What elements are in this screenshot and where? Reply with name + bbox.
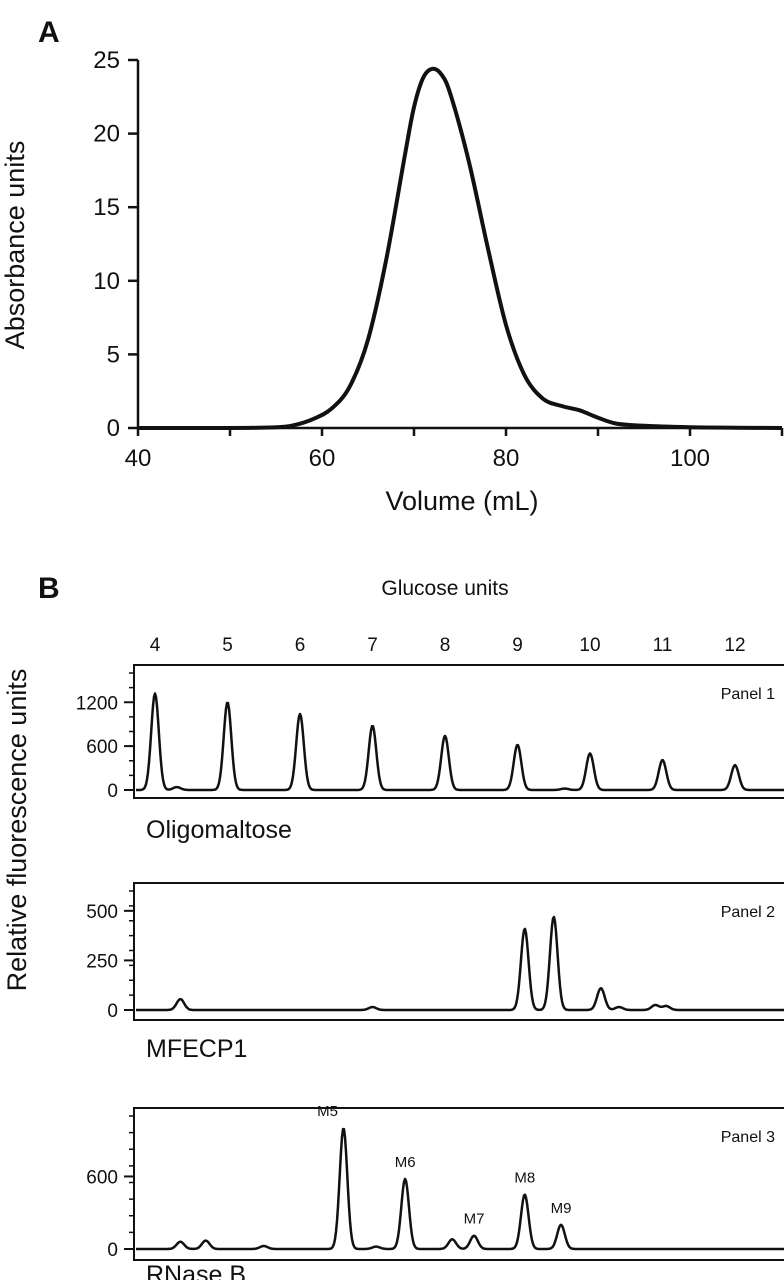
peak-point bbox=[600, 987, 602, 989]
glucose-unit-tick-label: 12 bbox=[724, 635, 745, 656]
subpanel-y-tick-label: 0 bbox=[107, 1240, 118, 1261]
subpanel-trace bbox=[135, 915, 784, 1012]
peak-point bbox=[372, 1006, 374, 1008]
peak-point bbox=[404, 1178, 406, 1180]
subpanel-title: Panel 1 bbox=[721, 686, 775, 703]
subpanel-y-tick-label: 600 bbox=[86, 1167, 118, 1188]
subpanel-2: 0 250 500 Panel 2 MFECP1 bbox=[86, 882, 784, 1063]
panel-b-ylabel: Relative fluorescence units bbox=[2, 669, 32, 992]
peak-point bbox=[524, 1194, 526, 1196]
panel-a-y-tick-label: 25 bbox=[93, 47, 120, 74]
peak-point bbox=[179, 998, 181, 1000]
peak-point bbox=[299, 713, 301, 715]
peak-point bbox=[734, 764, 736, 766]
glucose-units-title: Glucose units bbox=[381, 577, 508, 600]
subpanel-y-tick-label: 0 bbox=[107, 1001, 118, 1022]
subpanel-y-tick-label: 1200 bbox=[76, 693, 118, 714]
peak-point bbox=[618, 1006, 620, 1008]
peak-point bbox=[665, 1005, 667, 1007]
panel-b-label: B bbox=[38, 572, 60, 605]
panel-a-y-tick-label: 10 bbox=[93, 268, 120, 295]
glucose-unit-ticks: 4 5 6 7 8 9 10 11 12 bbox=[150, 635, 746, 656]
peak-point bbox=[564, 788, 566, 790]
peak-point bbox=[517, 744, 519, 746]
subpanel-y-tick-label: 0 bbox=[107, 781, 118, 802]
subpanel-sample-label: MFECP1 bbox=[146, 1035, 247, 1063]
peak-point bbox=[154, 692, 156, 694]
subpanel-title: Panel 2 bbox=[721, 904, 775, 921]
subpanel-frame bbox=[133, 1107, 784, 1261]
panel-a-ylabel: Absorbance units bbox=[0, 141, 30, 350]
peak-point bbox=[176, 786, 178, 788]
subpanel-trace bbox=[135, 1127, 784, 1251]
peak-label: M7 bbox=[464, 1211, 485, 1228]
panel-a-y-tick-label: 0 bbox=[107, 415, 120, 442]
subpanel-3: 0 600 Panel 3 RNase B M5 M6 M7 M8 M9 bbox=[86, 1103, 784, 1280]
peak-point bbox=[227, 701, 229, 703]
peak-point bbox=[375, 1246, 377, 1248]
panel-a-series-line bbox=[137, 66, 783, 431]
panel-a-x-tick-label: 100 bbox=[670, 445, 710, 472]
peak-point bbox=[451, 1238, 453, 1240]
peak-label: M8 bbox=[514, 1170, 535, 1187]
panel-a-y-tick-label: 5 bbox=[107, 341, 120, 368]
subpanel-title: Panel 3 bbox=[721, 1129, 775, 1146]
subpanel-y-tick-label: 250 bbox=[86, 951, 118, 972]
glucose-unit-tick-label: 5 bbox=[222, 635, 233, 656]
peak-point bbox=[662, 759, 664, 761]
subpanel-sample-label: RNase B bbox=[146, 1261, 246, 1280]
glucose-unit-tick-label: 8 bbox=[440, 635, 451, 656]
peak-point bbox=[444, 735, 446, 737]
glucose-unit-tick-label: 11 bbox=[653, 635, 673, 656]
panel-a-axes: 0 5 10 15 20 25 40 60 80 100 bbox=[93, 47, 784, 472]
peak-point bbox=[524, 928, 526, 930]
peak-point bbox=[589, 752, 591, 754]
peak-point bbox=[263, 1245, 265, 1247]
subpanel-y-tick-label: 600 bbox=[86, 737, 118, 758]
subpanel-1: 0 600 1200 Panel 1 Oligomaltose bbox=[76, 664, 784, 844]
peak-point bbox=[560, 1224, 562, 1226]
peak-point bbox=[372, 725, 374, 727]
glucose-unit-tick-label: 7 bbox=[367, 635, 378, 656]
peak-point bbox=[654, 1004, 656, 1006]
panel-a-x-tick-label: 60 bbox=[309, 445, 336, 472]
panel-a-label: A bbox=[38, 16, 60, 49]
panel-a-y-tick-label: 15 bbox=[93, 194, 120, 221]
peak-point bbox=[205, 1240, 207, 1242]
peak-point bbox=[473, 1235, 475, 1237]
panel-a-xlabel: Volume (mL) bbox=[385, 486, 538, 516]
panel-a-x-tick-label: 80 bbox=[493, 445, 520, 472]
peak-point bbox=[553, 916, 555, 918]
subpanel-frame bbox=[133, 882, 784, 1021]
subpanel-sample-label: Oligomaltose bbox=[146, 816, 292, 844]
subpanel-trace bbox=[135, 692, 784, 792]
panel-a-x-tick-label: 40 bbox=[125, 445, 152, 472]
panel-b-subpanels: 0 600 1200 Panel 1 Oligomaltose 0 250 500 Panel … bbox=[76, 664, 784, 1280]
peak-label: M6 bbox=[395, 1154, 416, 1171]
panel-a-y-tick-label: 20 bbox=[93, 121, 120, 148]
subpanel-y-tick-label: 500 bbox=[86, 902, 118, 923]
glucose-unit-tick-label: 10 bbox=[579, 635, 600, 656]
peak-point bbox=[179, 1241, 181, 1243]
peak-label: M5 bbox=[317, 1103, 338, 1120]
peak-point bbox=[343, 1127, 345, 1129]
glucose-unit-tick-label: 9 bbox=[512, 635, 523, 656]
glucose-unit-tick-label: 6 bbox=[295, 635, 306, 656]
peak-label: M9 bbox=[551, 1200, 572, 1217]
glucose-unit-tick-label: 4 bbox=[150, 635, 161, 656]
